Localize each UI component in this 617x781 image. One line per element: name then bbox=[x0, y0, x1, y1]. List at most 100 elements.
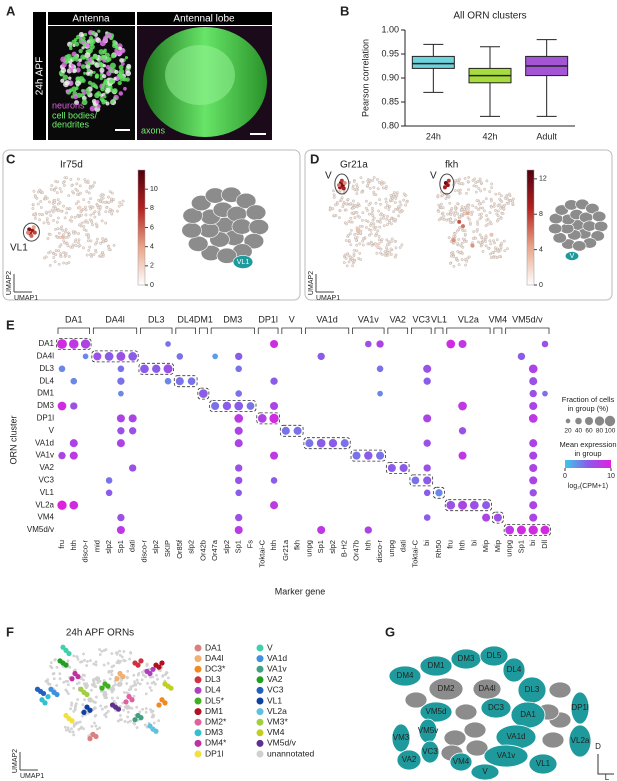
background-cell bbox=[72, 733, 76, 737]
background-cell bbox=[454, 205, 457, 209]
dot bbox=[529, 439, 538, 448]
group-bracket bbox=[493, 327, 503, 334]
background-cell bbox=[136, 681, 140, 685]
size-legend-title: in group (%) bbox=[568, 404, 609, 413]
box bbox=[411, 55, 455, 69]
background-cell bbox=[68, 232, 71, 236]
background-cell bbox=[58, 677, 62, 681]
cell-texture bbox=[89, 105, 96, 112]
column-label: dati bbox=[399, 540, 408, 552]
background-cell bbox=[372, 176, 376, 179]
background-cell bbox=[345, 264, 349, 268]
dot bbox=[222, 401, 232, 411]
background-cell bbox=[58, 245, 62, 249]
background-cell bbox=[454, 210, 458, 214]
legend-label: DL3 bbox=[205, 674, 221, 684]
background-cell bbox=[90, 185, 94, 189]
background-cell bbox=[110, 673, 114, 677]
image-title: Antenna bbox=[72, 14, 110, 25]
background-cell bbox=[484, 197, 488, 201]
legend-swatch bbox=[256, 665, 264, 673]
dot bbox=[528, 525, 538, 535]
cluster-point bbox=[138, 658, 144, 664]
legend-swatch bbox=[194, 718, 202, 726]
cell-texture bbox=[109, 69, 113, 73]
background-cell bbox=[377, 238, 381, 242]
background-cell bbox=[107, 247, 111, 251]
cell-texture bbox=[81, 46, 85, 50]
background-cell bbox=[393, 201, 397, 204]
dot bbox=[70, 377, 78, 385]
background-cell bbox=[371, 214, 375, 218]
cell-texture bbox=[95, 100, 100, 104]
background-cell bbox=[122, 708, 126, 712]
dot bbox=[423, 377, 431, 385]
image-label: axons bbox=[141, 125, 166, 135]
background-cell bbox=[335, 201, 339, 204]
background-cell bbox=[132, 694, 136, 698]
background-cell bbox=[364, 206, 368, 210]
background-cell bbox=[351, 186, 355, 190]
background-cell bbox=[358, 224, 362, 228]
background-cell bbox=[404, 203, 407, 207]
cell-texture bbox=[125, 70, 132, 77]
column-label: hth bbox=[69, 540, 78, 550]
background-cell bbox=[439, 202, 443, 206]
background-cell bbox=[75, 655, 79, 659]
cell-texture bbox=[80, 40, 85, 45]
background-cell bbox=[349, 202, 353, 206]
legend-swatch bbox=[194, 665, 202, 673]
y-tick-label: 0.90 bbox=[381, 72, 399, 82]
background-cell bbox=[456, 259, 460, 262]
background-cell bbox=[475, 199, 479, 202]
expression-point bbox=[27, 227, 32, 232]
background-cell bbox=[331, 207, 335, 211]
group-label: VA1v bbox=[358, 314, 379, 324]
background-cell bbox=[384, 206, 388, 209]
background-cell bbox=[97, 198, 100, 202]
cell-texture bbox=[74, 100, 80, 106]
background-cell bbox=[360, 218, 364, 222]
stage-bar bbox=[33, 12, 46, 140]
glomerulus bbox=[181, 222, 202, 239]
colorbar bbox=[137, 169, 146, 286]
glomerulus-label: V bbox=[482, 767, 488, 776]
legend-swatch bbox=[256, 655, 264, 663]
size-legend-dot bbox=[604, 415, 616, 427]
background-cell bbox=[68, 207, 72, 211]
background-cell bbox=[129, 685, 133, 689]
background-cell bbox=[63, 184, 66, 187]
background-cell bbox=[382, 216, 385, 220]
background-cell bbox=[372, 225, 376, 229]
background-cell bbox=[46, 681, 50, 684]
background-cell bbox=[353, 216, 357, 220]
background-cell bbox=[97, 210, 101, 214]
legend-swatch bbox=[194, 655, 202, 663]
legend-swatch bbox=[256, 750, 264, 758]
cell-texture bbox=[91, 30, 96, 35]
background-cell bbox=[369, 222, 373, 225]
dot bbox=[270, 401, 279, 411]
background-cell bbox=[484, 244, 488, 248]
background-cell bbox=[461, 245, 465, 249]
dot bbox=[164, 377, 172, 385]
group-bracket bbox=[92, 327, 138, 334]
background-cell bbox=[91, 223, 94, 227]
cell-texture bbox=[70, 63, 74, 68]
background-cell bbox=[387, 208, 391, 211]
background-cell bbox=[67, 665, 71, 669]
background-cell bbox=[110, 652, 114, 655]
column-label: slp2 bbox=[104, 540, 113, 554]
group-bracket bbox=[434, 327, 444, 334]
background-cell bbox=[66, 244, 70, 248]
dot bbox=[128, 352, 138, 361]
background-cell bbox=[478, 206, 482, 210]
background-cell bbox=[489, 242, 493, 246]
glomerulus-label: VL1 bbox=[237, 259, 250, 266]
background-cell bbox=[472, 184, 476, 188]
dot bbox=[364, 526, 372, 534]
background-cell bbox=[333, 203, 337, 207]
group-label: VM5d/v bbox=[512, 314, 543, 324]
group-bracket bbox=[411, 327, 432, 334]
cell-texture bbox=[80, 64, 86, 69]
